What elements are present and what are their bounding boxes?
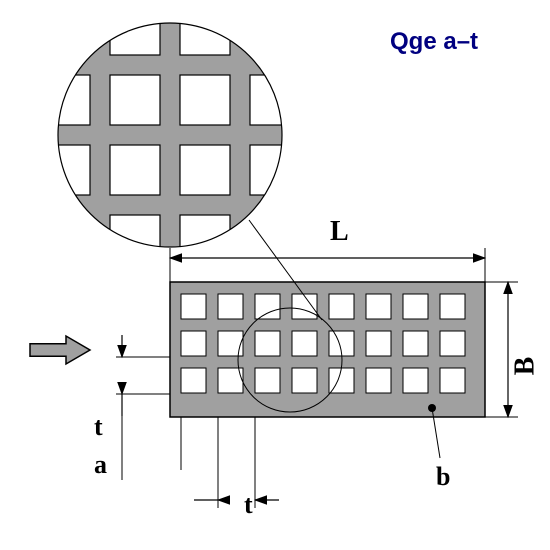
perforated-panel: [170, 282, 485, 417]
label-t-vert: t: [94, 412, 103, 442]
label-L: L: [330, 216, 349, 248]
label-B: B: [509, 357, 541, 376]
diagram-canvas: { "title": { "text": "Qge a–t", "x": 390…: [0, 0, 550, 550]
label-a: a: [94, 450, 107, 480]
diagram-title: Qge a–t: [390, 28, 478, 56]
diagram-svg: [0, 0, 550, 550]
label-b: b: [436, 462, 450, 492]
feed-arrow: [30, 336, 90, 364]
label-t-horiz: t: [244, 490, 253, 520]
